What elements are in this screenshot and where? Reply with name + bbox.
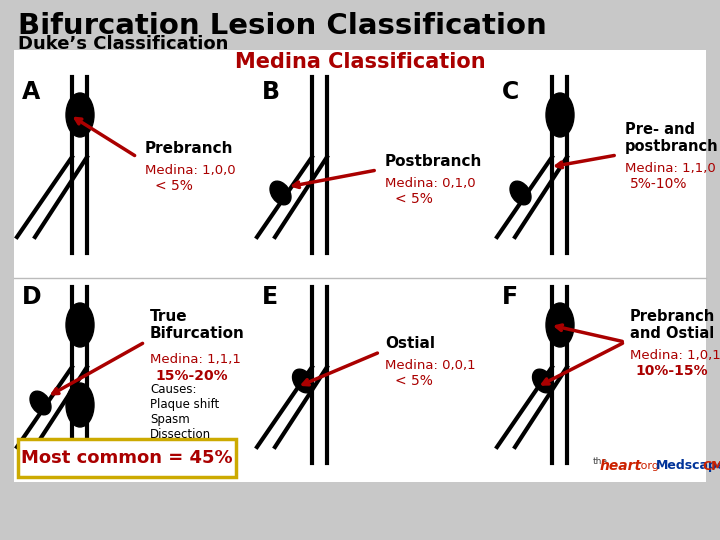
Ellipse shape bbox=[546, 93, 574, 137]
Ellipse shape bbox=[30, 391, 51, 415]
Text: Ostial: Ostial bbox=[385, 336, 435, 351]
Text: Medina: 1,1,0: Medina: 1,1,0 bbox=[625, 162, 716, 175]
Text: < 5%: < 5% bbox=[155, 179, 193, 193]
Text: < 5%: < 5% bbox=[395, 374, 433, 388]
Text: Postbranch: Postbranch bbox=[385, 154, 482, 169]
Text: .org: .org bbox=[638, 461, 660, 471]
Text: Medina: 0,0,1: Medina: 0,0,1 bbox=[385, 359, 476, 372]
Text: Medina: 1,0,1: Medina: 1,0,1 bbox=[630, 349, 720, 362]
Text: A: A bbox=[22, 80, 40, 104]
Text: Most common = 45%: Most common = 45% bbox=[21, 449, 233, 467]
Text: heart: heart bbox=[600, 459, 642, 473]
Text: CME: CME bbox=[702, 460, 720, 472]
Text: 5%-10%: 5%-10% bbox=[630, 177, 688, 191]
FancyBboxPatch shape bbox=[18, 439, 236, 477]
Text: E: E bbox=[262, 285, 278, 309]
Ellipse shape bbox=[510, 181, 531, 205]
Ellipse shape bbox=[66, 383, 94, 427]
Text: Medina Classification: Medina Classification bbox=[235, 52, 485, 72]
Text: Pre- and
postbranch: Pre- and postbranch bbox=[625, 122, 719, 154]
Text: Prebranch
and Ostial: Prebranch and Ostial bbox=[630, 308, 715, 341]
Text: Bifurcation Lesion Classification: Bifurcation Lesion Classification bbox=[18, 12, 546, 40]
Text: F: F bbox=[502, 285, 518, 309]
Text: Medscape: Medscape bbox=[656, 460, 720, 472]
Text: Duke’s Classification: Duke’s Classification bbox=[18, 35, 228, 53]
Text: True
Bifurcation: True Bifurcation bbox=[150, 308, 245, 341]
Text: 15%-20%: 15%-20% bbox=[155, 369, 228, 383]
Ellipse shape bbox=[66, 93, 94, 137]
Text: Medina: 0,1,0: Medina: 0,1,0 bbox=[385, 177, 476, 190]
Text: C: C bbox=[502, 80, 519, 104]
Text: the: the bbox=[593, 456, 608, 465]
Ellipse shape bbox=[270, 181, 291, 205]
Text: Prebranch: Prebranch bbox=[145, 141, 233, 156]
Text: D: D bbox=[22, 285, 42, 309]
Ellipse shape bbox=[546, 303, 574, 347]
Text: B: B bbox=[262, 80, 280, 104]
Ellipse shape bbox=[292, 369, 313, 393]
Ellipse shape bbox=[533, 369, 554, 393]
Text: Medina: 1,1,1: Medina: 1,1,1 bbox=[150, 353, 241, 366]
Text: Medina: 1,0,0: Medina: 1,0,0 bbox=[145, 164, 235, 177]
Text: 10%-15%: 10%-15% bbox=[635, 364, 708, 378]
Ellipse shape bbox=[66, 303, 94, 347]
Text: Causes:
Plaque shift
Spasm
Dissection: Causes: Plaque shift Spasm Dissection bbox=[150, 383, 220, 441]
FancyBboxPatch shape bbox=[14, 50, 706, 482]
Text: < 5%: < 5% bbox=[395, 192, 433, 206]
